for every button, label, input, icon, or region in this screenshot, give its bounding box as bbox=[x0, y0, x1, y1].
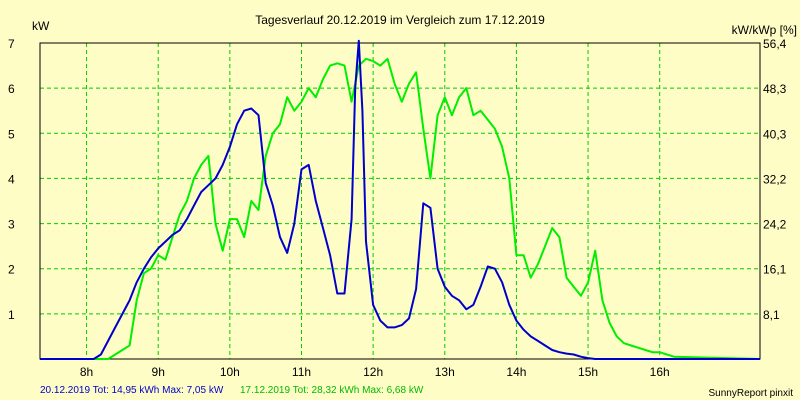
y-tick-label-right: 48,3 bbox=[763, 82, 787, 96]
x-tick-label: 11h bbox=[292, 365, 311, 379]
y-tick-label-right: 56,4 bbox=[763, 37, 787, 51]
axis-ticks: 8h 9h 10h 11h 12h 13h 14h 15h 16h 1 2 3 4 5 6 7 8,1 16,1 2… bbox=[8, 37, 787, 379]
plot-frame bbox=[39, 42, 761, 360]
y-axis-label-right: kW/kWp [%] bbox=[732, 23, 797, 37]
series-line-1 bbox=[40, 39, 760, 360]
x-tick-label: 9h bbox=[152, 365, 165, 379]
y-axis-label-left: kW bbox=[32, 19, 50, 33]
y-tick-label-left: 3 bbox=[8, 218, 15, 232]
x-tick-label: 10h bbox=[220, 365, 240, 379]
y-tick-label-right: 24,2 bbox=[763, 218, 787, 232]
x-tick-label: 15h bbox=[578, 365, 598, 379]
chart-title: Tagesverlauf 20.12.2019 im Vergleich zum… bbox=[255, 13, 545, 27]
y-tick-label-left: 5 bbox=[8, 127, 15, 141]
y-tick-label-right: 32,2 bbox=[763, 172, 787, 186]
y-tick-label-right: 40,3 bbox=[763, 127, 787, 141]
series-line-2 bbox=[40, 57, 761, 360]
x-tick-label: 8h bbox=[80, 365, 93, 379]
x-tick-label: 16h bbox=[650, 365, 670, 379]
y-tick-label-left: 2 bbox=[8, 263, 15, 277]
y-tick-label-left: 6 bbox=[8, 82, 15, 96]
footer-credit: SunnyReport pinxit bbox=[709, 388, 794, 399]
y-tick-label-left: 1 bbox=[8, 308, 15, 322]
y-tick-label-right: 8,1 bbox=[763, 308, 780, 322]
footer-series-2-summary: 17.12.2019 Tot: 28,32 kWh Max: 6,68 kW bbox=[240, 385, 424, 396]
x-tick-label: 14h bbox=[506, 365, 526, 379]
y-tick-label-left: 7 bbox=[8, 37, 15, 51]
x-tick-label: 13h bbox=[435, 365, 455, 379]
series-lines bbox=[40, 39, 761, 360]
y-tick-label-left: 4 bbox=[8, 172, 15, 186]
x-tick-label: 12h bbox=[363, 365, 383, 379]
y-tick-label-right: 16,1 bbox=[763, 263, 787, 277]
grid bbox=[40, 42, 760, 359]
footer-series-1-summary: 20.12.2019 Tot: 14,95 kWh Max: 7,05 kW bbox=[40, 385, 224, 396]
